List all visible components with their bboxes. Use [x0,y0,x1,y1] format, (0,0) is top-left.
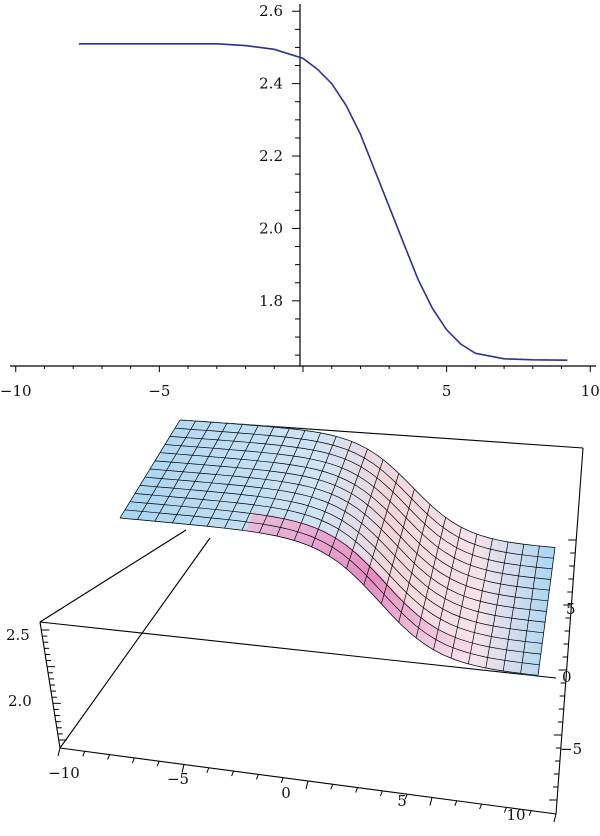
box-inner-diagonal [59,537,211,749]
surface [119,419,556,676]
series-line [78,43,568,361]
y-axis: 1.8 2.0 2.2 2.4 2.6 [259,2,301,366]
x3d-tick-mark [280,777,284,783]
x-tick-label: −10 [0,382,32,400]
x3d-tick-label: 10 [506,806,525,824]
x3d-tick-mark [330,784,334,790]
mesh-line [346,459,384,569]
x3d-tick-mark [231,770,235,777]
line-chart: 1.8 2.0 2.2 2.4 2.6 −10 −5 5 10 [0,2,600,400]
x3d-tick-mark [379,790,383,797]
x3d-tick-mark [528,810,532,816]
x3d-tick-mark [181,764,185,773]
y3d-tick-label: 5 [566,600,576,618]
y-tick-label: 2.6 [259,2,283,20]
x3d-tick-mark [305,780,309,790]
mesh-line [119,419,181,519]
x-tick-label: 10 [581,382,600,400]
z3d-tick-label: 2.5 [6,626,30,644]
x3d-tick-mark [107,754,111,760]
x3d-tick-mark [156,761,160,767]
box-left-depth [39,529,187,623]
x3d-tick-mark [131,757,135,764]
mesh-line [276,432,321,537]
mesh-line [502,544,525,672]
mesh-line [520,545,540,674]
mesh-line [293,436,337,541]
mesh-line [137,420,196,520]
x-tick-label: 5 [442,382,452,400]
x3d-tick-mark [503,807,507,813]
x3d-tick-label: 0 [281,784,291,802]
mesh-line [171,423,228,524]
mesh-line [467,538,493,664]
x3d-tick-mark [355,787,359,793]
surface-mesh [119,419,556,676]
x3d-tick-label: 5 [397,792,407,810]
mesh-line [415,517,446,638]
y-tick-label: 2.4 [259,75,283,93]
y-tick-label: 2.2 [259,147,283,165]
y3d-tick-label: −5 [560,740,582,758]
mesh-line [154,422,212,522]
mesh-line [450,534,478,659]
mesh-line [537,547,556,676]
mesh-line [433,527,462,650]
x-axis: −10 −5 5 10 [0,365,600,400]
y-tick-label: 2.0 [259,219,283,237]
mesh-line [241,428,290,531]
mesh-line [258,430,306,533]
x3d-tick-label: −10 [48,764,80,782]
x-tick-label: −5 [148,382,170,400]
mesh-line [311,441,353,547]
box-front-top [39,621,557,679]
x3d-tick-mark [404,794,408,800]
mesh-line [380,488,415,604]
y-tick-label: 1.8 [259,292,283,310]
mesh-line [485,541,509,669]
z3d-tick-label: 2.0 [8,692,32,710]
x3d-tick-mark [429,797,433,806]
x3d-tick-mark [206,767,210,773]
y3d-tick-label: 0 [562,668,572,686]
mesh-line [189,424,243,525]
mesh-line [206,425,259,527]
x3d-tick-mark [255,774,259,780]
mesh-line [328,448,368,557]
surface-axes: −10 −5 0 5 10 5 0 −5 2.5 2.0 [6,539,582,824]
x3d-tick-mark [479,803,483,810]
x3d-tick-label: −5 [167,770,189,788]
x3d-tick-mark [553,813,557,823]
x3d-tick-mark [82,751,86,757]
mesh-line [398,504,431,623]
mesh-line [224,426,275,529]
x3d-tick-mark [454,800,458,806]
mesh-line [363,473,400,586]
x3d-tick-mark [57,747,61,757]
